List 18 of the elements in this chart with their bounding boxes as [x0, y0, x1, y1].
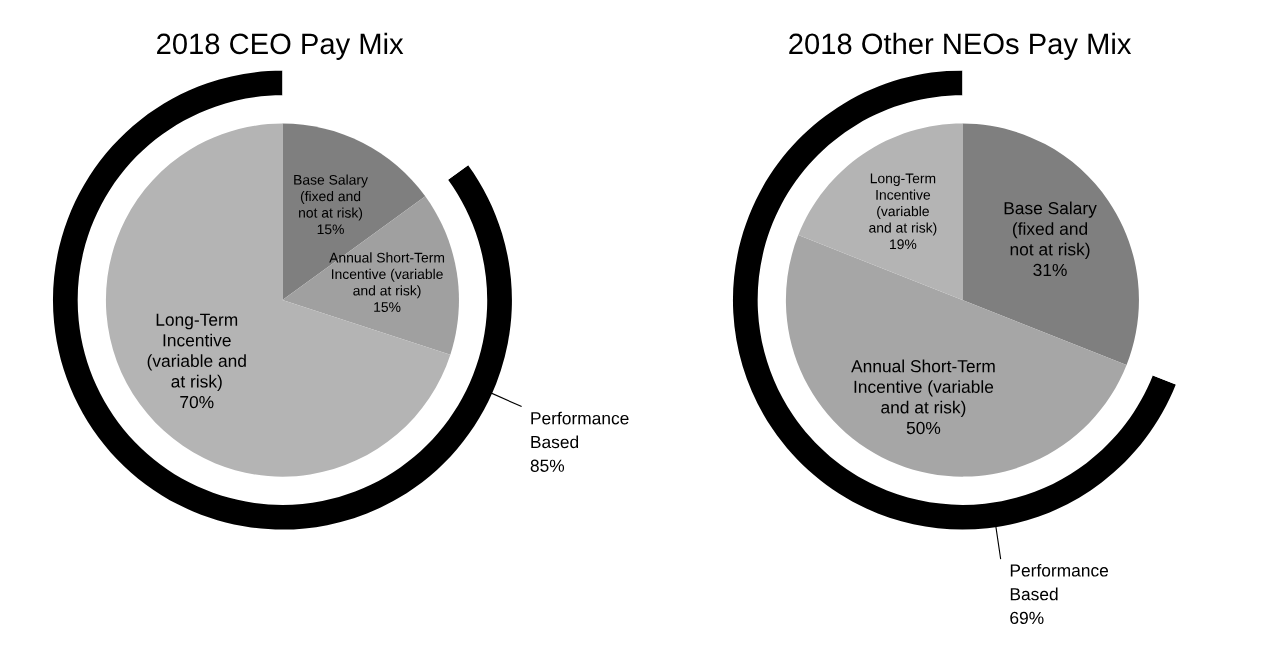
data-label: 15%	[374, 302, 401, 312]
data-label: 50%	[906, 421, 941, 435]
data-label: 85%	[530, 459, 565, 472]
slice-label: Base Salary (fixed and not at risk)	[1004, 201, 1097, 259]
legend-label: Performance Based	[1010, 563, 1109, 601]
slice-label: Long-Term Incentive (variable and at risk)	[147, 313, 246, 392]
chart-title: 2018 CEO Pay Mix	[157, 32, 404, 60]
chart-title: 2018 Other NEOs Pay Mix	[789, 32, 1132, 60]
data-label: 69%	[1010, 611, 1044, 625]
data-label: 19%	[890, 239, 917, 250]
data-label: 15%	[317, 224, 344, 235]
slice-label: Annual Short-Term Incentive (variable and at risk)	[851, 359, 995, 417]
slice-label: Performance Based	[531, 411, 629, 449]
slice-label: Long-Term Incentive (variable and at risk)	[869, 173, 937, 236]
slice-label: Base Salary (fixed and not at risk)	[294, 174, 368, 221]
data-label: 70%	[180, 395, 214, 409]
data-label: 31%	[1033, 263, 1067, 277]
slice-label: Annual Short-Term Incentive (variable and at risk)	[329, 252, 445, 299]
